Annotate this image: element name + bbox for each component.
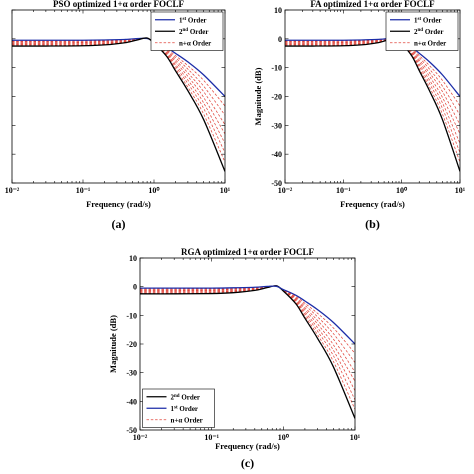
panel-b: 10⁻² 10⁻¹ 10⁰ 10¹ 10 0 -10 -20 -30 -40 -50 FA optim… [253,0,466,231]
y-tick-label: 10 [129,254,137,263]
ordinal-suffix: st [418,17,422,22]
x-tick-label: 10⁻¹ [336,186,351,195]
legend-label-n-alpha-order: n+α Order [171,416,203,424]
y-tick-label: 0 [133,283,137,292]
series-line-n-alpha-order-4 [285,37,460,135]
y-axis-label: Magnitude (dB) [253,67,263,125]
x-tick-label: 10⁻¹ [204,433,219,442]
y-tick-label: 10 [274,6,282,15]
series-line-n-alpha-order-1 [140,285,355,354]
series-line-n-alpha-order-6 [285,37,460,153]
ordinal-number: 2 [414,28,418,36]
series-line-n-alpha-order-5 [140,285,355,391]
ordinal-number: 1 [414,16,418,24]
series-line-n-alpha-order-3 [285,37,460,125]
x-tick-label: 10⁰ [278,433,290,442]
legend-label-1st-order: 1st Order [179,16,207,24]
ordinal-suffix: st [183,17,187,22]
x-axis-label: Frequency (rad/s) [86,199,151,209]
ordinal-suffix: st [174,405,178,410]
x-axis-label: Frequency (rad/s) [215,441,280,451]
y-tick-label: -10 [126,311,137,320]
ordinal-number: 1 [171,405,175,413]
panel-caption: (c) [241,456,254,470]
y-tick-label: -30 [271,121,282,130]
panel-caption: (a) [112,217,126,231]
y-tick-label: -10 [271,64,282,73]
chart-title: FA optimized 1+α order FOCLF [310,0,435,9]
legend-label-2nd-order: 2nd Order [414,28,443,36]
y-tick-label: -20 [126,340,137,349]
y-tick-label: -50 [271,179,282,188]
x-tick-label: 10⁻¹ [76,186,91,195]
axes-box [11,9,226,184]
panel-a: 10⁻² 10⁻¹ 10⁰ 10¹ PSO optimized 1+α order FO… [5,0,231,231]
ordinal-suffix: nd [174,394,180,399]
y-tick-label: -40 [126,397,137,406]
ordinal-number: 2 [171,393,175,401]
x-tick-label: 10⁻² [278,186,293,195]
x-tick-label: 10⁻² [133,433,148,442]
x-tick-label: 10¹ [350,433,361,442]
legend-label-rest: Order [423,28,443,36]
legend-label-rest: Order [178,405,198,413]
x-tick-label: 10¹ [220,186,231,195]
legend-label-n-alpha-order: n+α Order [414,39,446,47]
chart-title: PSO optimized 1+α order FOCLF [53,0,184,9]
series-line-n-alpha-order-3 [140,285,355,373]
legend-label-rest: Order [180,393,200,401]
legend-label-2nd-order: 2nd Order [179,28,208,36]
ordinal-suffix: nd [183,28,189,33]
series-line-n-alpha-order-5 [285,37,460,144]
plot-curves [140,285,355,419]
y-axis-label: Magnitude (dB) [108,315,118,373]
legend-label-n-alpha-order: n+α Order [179,39,211,47]
ordinal-suffix: nd [418,28,424,33]
legend-label-1st-order: 1st Order [171,405,199,413]
x-tick-label: 10⁻² [5,186,20,195]
axes-box [284,9,461,184]
ordinal-number: 1 [179,16,183,24]
legend-label-rest: Order [421,16,441,24]
chart-title: RGA optimized 1+α order FOCLF [181,247,314,257]
legend-label-1st-order: 1st Order [414,16,442,24]
series-line-n-alpha-order-6 [140,285,355,401]
legend-label-2nd-order: 2nd Order [171,393,200,401]
x-tick-label: 10⁰ [396,186,408,195]
legend-label-rest: Order [188,28,208,36]
y-tick-label: -20 [271,93,282,102]
y-tick-label: -40 [271,150,282,159]
series-line-n-alpha-order-2 [285,37,460,116]
series-line-2nd-order [12,37,225,172]
x-tick-label: 10⁰ [148,186,160,195]
panel-caption: (b) [365,217,380,231]
y-tick-label: -30 [126,369,137,378]
plot-curves [12,37,225,172]
x-axis-label: Frequency (rad/s) [340,199,405,209]
series-line-1st-order [140,285,355,345]
y-tick-label: 0 [278,35,282,44]
x-tick-label: 10¹ [455,186,466,195]
ordinal-number: 2 [179,28,183,36]
panel-c: 10⁻² 10⁻¹ 10⁰ 10¹ 10 0 -10 -20 -30 -40 -50 RGA opti… [108,247,361,470]
y-tick-label: -50 [126,426,137,435]
legend-label-rest: Order [186,16,206,24]
axes-box [139,257,356,431]
